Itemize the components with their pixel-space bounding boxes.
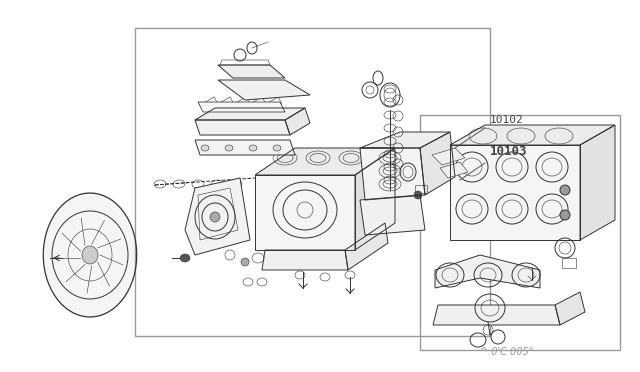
Polygon shape [432,148,465,165]
Polygon shape [420,132,455,195]
Bar [415,185,427,193]
Text: 10102: 10102 [490,115,524,125]
Polygon shape [555,292,585,325]
Ellipse shape [249,145,257,151]
Polygon shape [285,108,310,135]
Ellipse shape [560,185,570,195]
Polygon shape [360,132,450,148]
Polygon shape [218,65,285,78]
Polygon shape [195,108,305,120]
Text: 10103: 10103 [490,145,527,158]
Ellipse shape [414,191,422,199]
Ellipse shape [180,254,190,262]
Ellipse shape [201,145,209,151]
Bar [135,28,490,336]
Polygon shape [185,178,250,255]
Ellipse shape [225,145,233,151]
Polygon shape [345,223,388,270]
Ellipse shape [210,212,220,222]
Polygon shape [360,148,425,200]
Bar [562,258,576,268]
Polygon shape [44,193,137,317]
Polygon shape [195,120,290,135]
Polygon shape [433,305,560,325]
Ellipse shape [560,210,570,220]
Polygon shape [360,195,425,235]
Bar [420,115,620,350]
Polygon shape [262,250,348,270]
Polygon shape [450,145,580,240]
Polygon shape [195,140,295,155]
Polygon shape [255,148,395,175]
Polygon shape [580,125,615,240]
Polygon shape [198,102,285,112]
Polygon shape [218,80,310,100]
Ellipse shape [82,246,98,264]
Polygon shape [255,175,355,250]
Polygon shape [355,148,395,250]
Polygon shape [435,255,540,288]
Polygon shape [440,162,468,178]
Text: ^ 0'C 005°: ^ 0'C 005° [480,347,534,357]
Ellipse shape [241,258,249,266]
Ellipse shape [273,145,281,151]
Polygon shape [450,125,615,145]
